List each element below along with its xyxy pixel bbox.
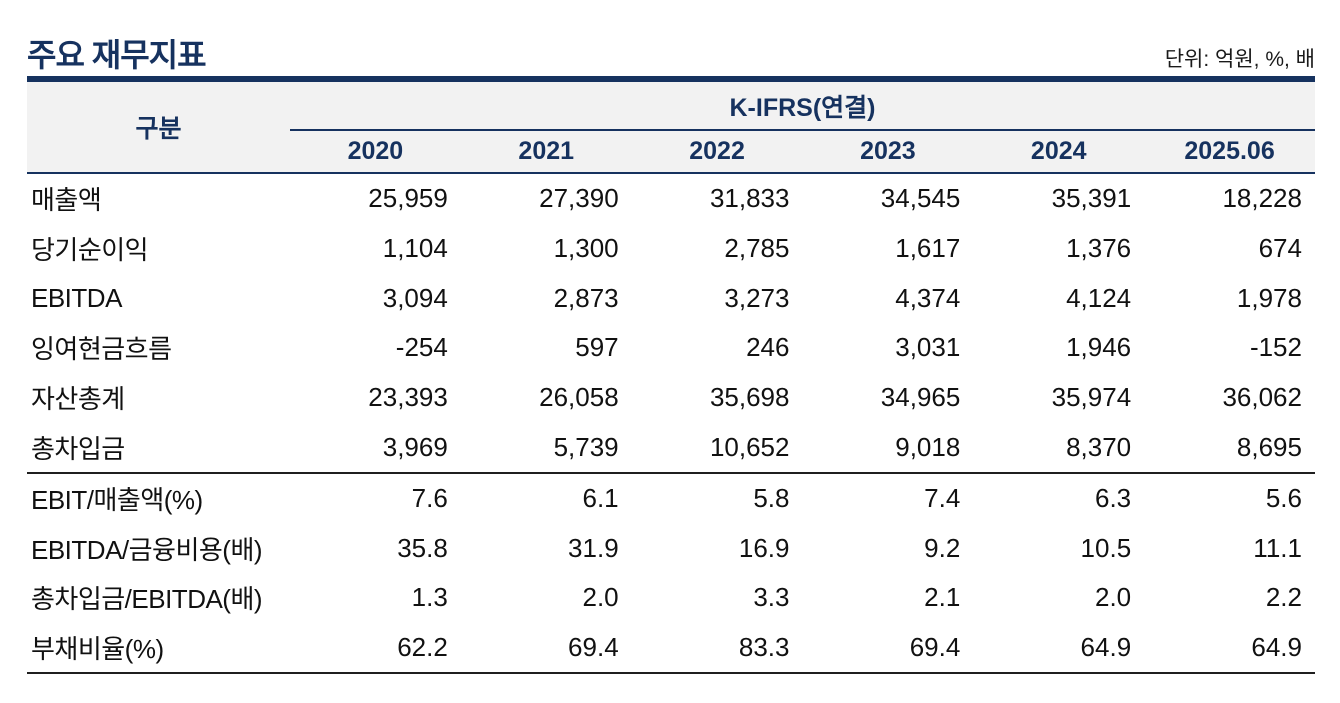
value-cell: 34,965 [880, 382, 961, 413]
value-cell: 2.0 [582, 582, 619, 613]
table-row: 총차입금 3,969 5,739 10,652 9,018 8,370 8,69… [27, 422, 1315, 472]
title-bar: 주요 재무지표 단위: 억원, %, 배 [27, 0, 1315, 76]
column-group-header-kifrs: K-IFRS(연결) [290, 82, 1315, 131]
value-cell: 2,785 [724, 233, 790, 264]
value-cell: 1,978 [1236, 282, 1302, 313]
value-cell: 3,094 [382, 282, 448, 313]
value-cell: 35.8 [397, 532, 448, 563]
value-cell: 31,833 [709, 183, 790, 214]
value-cell: 34,545 [880, 183, 961, 214]
value-cell: 3,969 [382, 431, 448, 462]
value-cell: 5.6 [1265, 483, 1302, 514]
value-cell: 5.8 [753, 483, 790, 514]
value-cell: 10,652 [709, 431, 790, 462]
value-cell: -152 [1249, 332, 1302, 363]
value-cell: 11.1 [1253, 532, 1302, 563]
table-header: 구분 K-IFRS(연결) 2020 2021 2022 2023 2024 2… [27, 82, 1315, 174]
row-label: 자산총계 [31, 384, 125, 415]
value-cell: 7.4 [924, 483, 961, 514]
value-cell: 25,959 [368, 183, 448, 214]
value-cell: 674 [1258, 233, 1302, 264]
value-cell: 2.0 [1095, 582, 1132, 613]
table-body-absolute-values: 매출액 25,959 27,390 31,833 34,545 35,391 1… [27, 174, 1315, 472]
value-cell: 31.9 [568, 532, 619, 563]
value-cell: 62.2 [397, 631, 448, 662]
value-cell: 8,695 [1236, 431, 1302, 462]
report-table-section: 주요 재무지표 단위: 억원, %, 배 구분 K-IFRS(연결) 2020 … [27, 0, 1315, 675]
value-cell: 83.3 [738, 631, 790, 662]
value-cell: 597 [575, 332, 619, 363]
row-label: 총차입금 [31, 433, 125, 464]
value-cell: 64.9 [1080, 631, 1132, 662]
value-cell: 8,370 [1066, 431, 1132, 462]
value-cell: 1.3 [411, 582, 448, 613]
financial-indicators-table: 구분 K-IFRS(연결) 2020 2021 2022 2023 2024 2… [27, 76, 1315, 675]
value-cell: 23,393 [368, 382, 448, 413]
column-header-2024: 2024 [1030, 137, 1087, 165]
column-header-2023: 2023 [860, 137, 916, 165]
column-header-2022: 2022 [689, 137, 745, 165]
value-cell: 7.6 [411, 483, 448, 514]
row-label: 부채비율(%) [31, 633, 164, 664]
row-label: EBITDA/금융비용(배) [31, 534, 263, 565]
value-cell: 4,374 [895, 282, 961, 313]
value-cell: 6.3 [1095, 483, 1132, 514]
table-row: 잉여현금흐름 -254 597 246 3,031 1,946 -152 [27, 323, 1315, 373]
value-cell: 2.1 [924, 582, 961, 613]
value-cell: 9.2 [924, 532, 961, 563]
value-cell: 16.9 [738, 532, 790, 563]
value-cell: 36,062 [1222, 382, 1302, 413]
value-cell: 5,739 [553, 431, 619, 462]
row-label: 총차입금/EBITDA(배) [31, 584, 263, 615]
value-cell: 9,018 [895, 431, 961, 462]
table-row: 매출액 25,959 27,390 31,833 34,545 35,391 1… [27, 174, 1315, 224]
column-header-2025-06: 2025.06 [1184, 137, 1275, 165]
value-cell: 26,058 [539, 382, 619, 413]
row-label: 당기순이익 [31, 235, 149, 266]
value-cell: 18,228 [1222, 183, 1302, 214]
value-cell: 69.4 [568, 631, 619, 662]
value-cell: 64.9 [1251, 631, 1302, 662]
value-cell: 2,873 [553, 282, 619, 313]
value-cell: 246 [746, 332, 790, 363]
table-row: 당기순이익 1,104 1,300 2,785 1,617 1,376 674 [27, 224, 1315, 274]
table-row: EBITDA/금융비용(배) 35.8 31.9 16.9 9.2 10.5 1… [27, 524, 1315, 574]
column-header-2021: 2021 [518, 137, 575, 165]
column-header-gubun: 구분 [135, 115, 182, 143]
value-cell: 35,974 [1051, 382, 1132, 413]
value-cell: 69.4 [909, 631, 961, 662]
table-body-ratios: EBIT/매출액(%) 7.6 6.1 5.8 7.4 6.3 5.6 EBIT… [27, 472, 1315, 672]
unit-note: 단위: 억원, %, 배 [1164, 48, 1315, 71]
value-cell: 3,273 [724, 282, 790, 313]
table-row: EBITDA 3,094 2,873 3,273 4,374 4,124 1,9… [27, 273, 1315, 323]
value-cell: 4,124 [1066, 282, 1132, 313]
value-cell: 1,300 [553, 233, 619, 264]
value-cell: 1,376 [1066, 233, 1132, 264]
value-cell: 3,031 [895, 332, 961, 363]
column-header-2020: 2020 [347, 137, 404, 165]
table-row: 부채비율(%) 62.2 69.4 83.3 69.4 64.9 64.9 [27, 623, 1315, 673]
page-title: 주요 재무지표 [27, 37, 207, 73]
table-row: EBIT/매출액(%) 7.6 6.1 5.8 7.4 6.3 5.6 [27, 474, 1315, 524]
value-cell: 3.3 [753, 582, 790, 613]
value-cell: 1,946 [1066, 332, 1132, 363]
table-row: 자산총계 23,393 26,058 35,698 34,965 35,974 … [27, 373, 1315, 423]
value-cell: -254 [395, 332, 448, 363]
row-label: 잉여현금흐름 [31, 334, 172, 365]
row-label: EBIT/매출액(%) [31, 485, 203, 516]
value-cell: 27,390 [539, 183, 619, 214]
value-cell: 10.5 [1080, 532, 1132, 563]
value-cell: 35,391 [1051, 183, 1132, 214]
value-cell: 1,104 [382, 233, 448, 264]
value-cell: 6.1 [582, 483, 619, 514]
value-cell: 2.2 [1265, 582, 1302, 613]
row-label: 매출액 [31, 185, 102, 216]
row-label: EBITDA [31, 282, 122, 313]
value-cell: 1,617 [895, 233, 961, 264]
value-cell: 35,698 [709, 382, 790, 413]
table-row: 총차입금/EBITDA(배) 1.3 2.0 3.3 2.1 2.0 2.2 [27, 573, 1315, 623]
